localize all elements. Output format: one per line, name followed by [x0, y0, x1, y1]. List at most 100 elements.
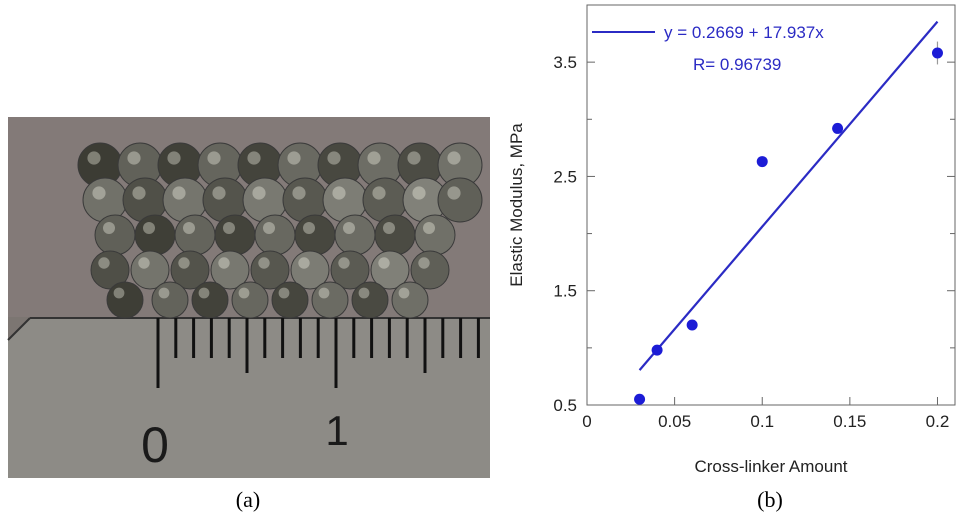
point	[686, 319, 698, 331]
point	[931, 47, 943, 59]
marble-highlight	[212, 186, 226, 200]
x-axis-label: Cross-linker Amount	[694, 457, 847, 476]
marble	[191, 281, 229, 319]
y-tick-label: 1.5	[553, 282, 577, 301]
marble	[271, 281, 309, 319]
marble-highlight	[367, 151, 381, 165]
marble-highlight	[218, 257, 230, 269]
marble-highlight	[103, 222, 115, 234]
marble	[174, 214, 216, 256]
marble-highlight	[372, 186, 386, 200]
x-tick-label: 0.2	[926, 412, 950, 431]
marble	[151, 281, 189, 319]
plot-frame	[586, 4, 956, 406]
y-axis-label: Elastic Modulus, MPa	[507, 123, 526, 287]
marble-highlight	[418, 257, 430, 269]
marble-highlight	[143, 222, 155, 234]
marble-highlight	[298, 257, 310, 269]
marble-highlight	[138, 257, 150, 269]
marble	[170, 250, 210, 290]
marble-highlight	[258, 257, 270, 269]
marble	[334, 214, 376, 256]
marble-highlight	[412, 186, 426, 200]
marble	[130, 250, 170, 290]
marble-highlight	[132, 186, 146, 200]
x-tick-label: 0.15	[833, 412, 866, 431]
x-tick-label: 0.1	[750, 412, 774, 431]
marble-highlight	[292, 186, 306, 200]
marble-highlight	[407, 151, 421, 165]
marble-highlight	[167, 151, 181, 165]
marble-highlight	[252, 186, 266, 200]
marble-highlight	[207, 151, 221, 165]
marble-highlight	[332, 186, 346, 200]
marble	[210, 250, 250, 290]
marble	[106, 281, 144, 319]
marble-highlight	[278, 287, 290, 299]
marble	[370, 250, 410, 290]
marble	[294, 214, 336, 256]
marble	[94, 214, 136, 256]
marble	[410, 250, 450, 290]
marble-highlight	[263, 222, 275, 234]
ruler-label: 1	[325, 407, 348, 454]
photo: 0 1	[7, 117, 490, 478]
marble-highlight	[358, 287, 370, 299]
caption: (a)	[236, 487, 260, 512]
marble	[290, 250, 330, 290]
marble-highlight	[198, 287, 210, 299]
marble-highlight	[158, 287, 170, 299]
fit-r-label: R= 0.96739	[693, 55, 781, 74]
marble	[391, 281, 429, 319]
marble	[90, 250, 130, 290]
point	[756, 156, 768, 168]
y-tick-label: 3.5	[553, 53, 577, 72]
marble-highlight	[447, 151, 461, 165]
marble-highlight	[98, 257, 110, 269]
marble	[254, 214, 296, 256]
point	[832, 122, 844, 134]
marble	[437, 177, 483, 223]
marble-highlight	[378, 257, 390, 269]
point	[651, 344, 663, 356]
marble-highlight	[113, 287, 125, 299]
marble-highlight	[447, 186, 461, 200]
marble-highlight	[287, 151, 301, 165]
marble-highlight	[423, 222, 435, 234]
marble	[330, 250, 370, 290]
marble	[134, 214, 176, 256]
marble-highlight	[127, 151, 141, 165]
marble	[351, 281, 389, 319]
marble-highlight	[303, 222, 315, 234]
marble	[231, 281, 269, 319]
marble-highlight	[327, 151, 341, 165]
y-tick-label: 0.5	[553, 396, 577, 415]
marble-highlight	[318, 287, 330, 299]
fit-line	[638, 20, 939, 371]
marble	[250, 250, 290, 290]
marble-highlight	[172, 186, 186, 200]
x-tick-label: 0	[582, 412, 591, 431]
caption: (b)	[757, 487, 783, 512]
marble-highlight	[92, 186, 106, 200]
ruler-label: 0	[141, 417, 169, 473]
marble-highlight	[183, 222, 195, 234]
marble-highlight	[343, 222, 355, 234]
y-tick-label: 2.5	[553, 167, 577, 186]
marble	[414, 214, 456, 256]
chart: Cross-linker Amount Elastic Modulus, MPa…	[507, 4, 956, 476]
legend-label: y = 0.2669 + 17.937x	[664, 23, 824, 42]
marble-highlight	[87, 151, 101, 165]
marble-highlight	[247, 151, 261, 165]
point	[634, 393, 646, 405]
marble	[311, 281, 349, 319]
marble-highlight	[398, 287, 410, 299]
marble	[214, 214, 256, 256]
marble-highlight	[223, 222, 235, 234]
x-tick-label: 0.05	[658, 412, 691, 431]
marble-highlight	[178, 257, 190, 269]
marble-highlight	[338, 257, 350, 269]
marble	[374, 214, 416, 256]
marble-highlight	[238, 287, 250, 299]
